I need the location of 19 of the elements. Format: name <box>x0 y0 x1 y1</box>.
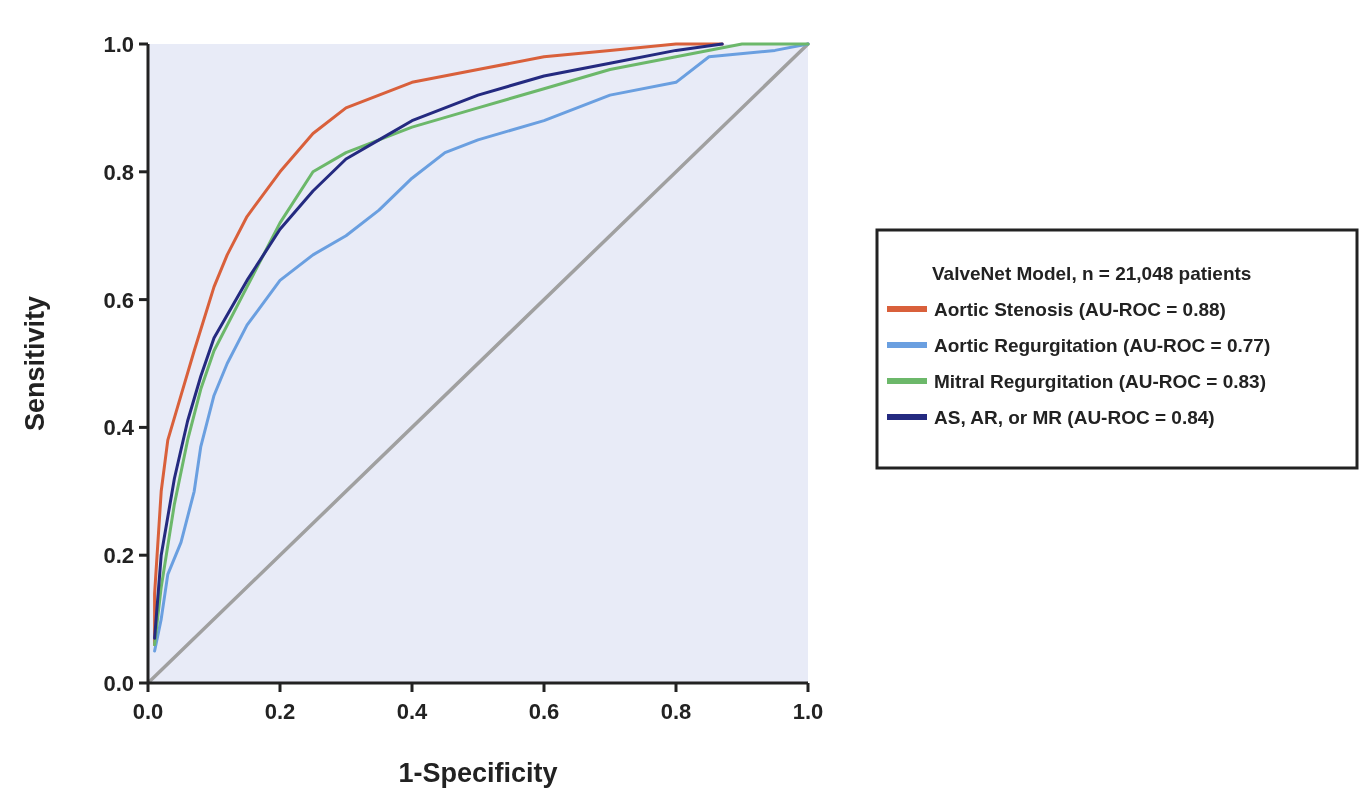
y-tick-label: 1.0 <box>103 32 134 57</box>
legend-label: Mitral Regurgitation (AU-ROC = 0.83) <box>934 371 1266 392</box>
x-tick-label: 0.6 <box>528 699 560 724</box>
y-axis-title: Sensitivity <box>20 295 50 432</box>
y-tick-label: 0.6 <box>103 287 134 313</box>
y-tick-label: 0.0 <box>103 671 134 696</box>
legend-label: Aortic Stenosis (AU-ROC = 0.88) <box>934 299 1226 320</box>
x-tick-label: 0.8 <box>660 699 692 724</box>
y-tick-label: 0.4 <box>103 415 135 441</box>
y-tick-label: 0.8 <box>103 159 134 185</box>
x-axis-title: 1-Specificity <box>398 758 558 788</box>
legend-label: Aortic Regurgitation (AU-ROC = 0.77) <box>934 335 1271 356</box>
x-tick-label: 1.0 <box>792 699 824 724</box>
x-tick-label: 0.0 <box>132 699 164 724</box>
legend-title: ValveNet Model, n = 21,048 patients <box>932 263 1252 284</box>
x-tick-label: 0.4 <box>396 699 429 724</box>
y-tick-label: 0.2 <box>103 543 134 569</box>
x-tick-label: 0.2 <box>264 699 296 724</box>
legend-label: AS, AR, or MR (AU-ROC = 0.84) <box>934 407 1215 428</box>
